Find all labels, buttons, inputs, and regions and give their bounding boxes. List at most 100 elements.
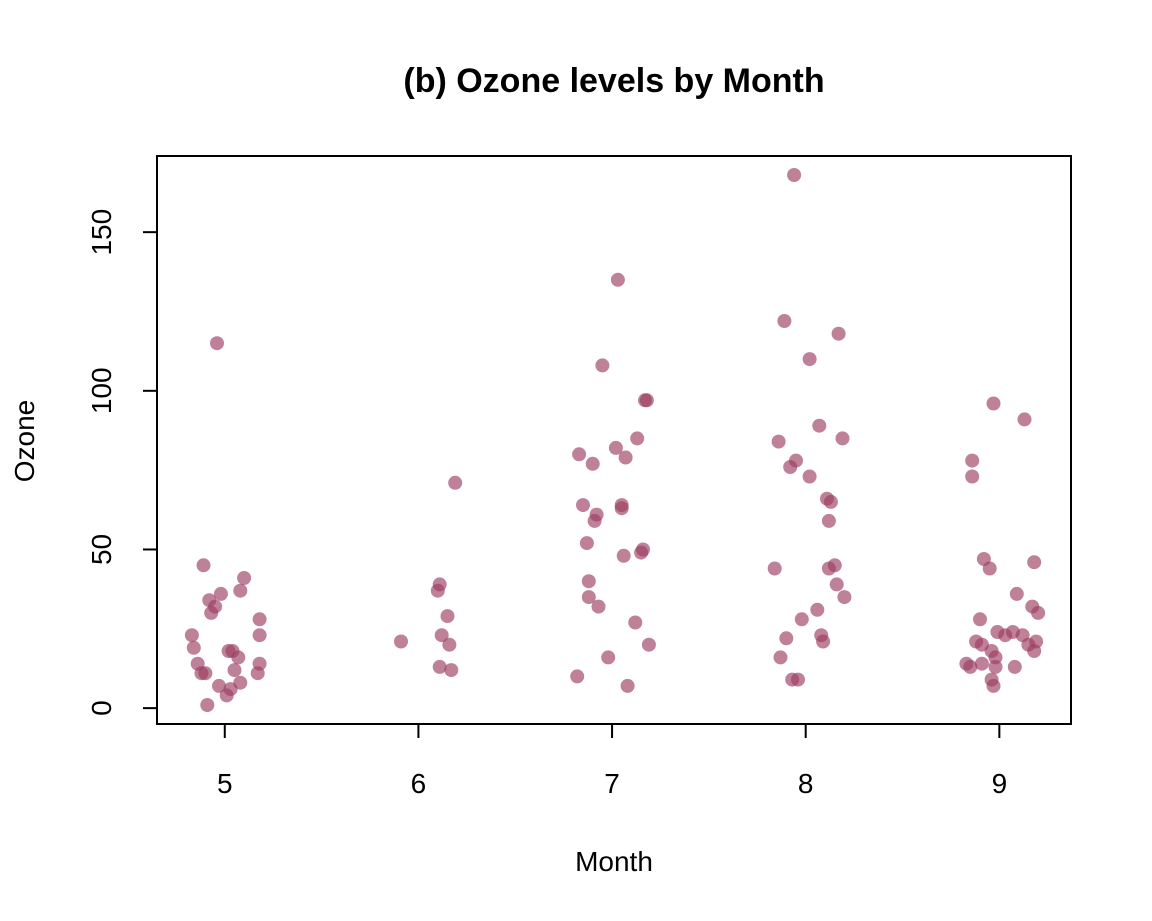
data-point (184, 628, 199, 643)
data-point (630, 431, 645, 446)
data-point (444, 663, 459, 678)
data-point (1031, 605, 1046, 620)
data-point (616, 548, 631, 563)
data-point (233, 675, 248, 690)
data-point (208, 599, 223, 614)
data-point (773, 650, 788, 665)
data-point (835, 431, 850, 446)
data-point (200, 698, 215, 712)
x-tick-label: 9 (992, 768, 1008, 799)
data-point (974, 656, 989, 671)
data-point (986, 396, 1001, 411)
data-point (779, 631, 794, 646)
data-point (394, 634, 408, 649)
x-ticks-layer: 5 6 7 8 9 (217, 724, 1007, 799)
data-point (579, 536, 594, 551)
data-point (965, 453, 980, 468)
x-tick-label: 7 (604, 768, 620, 799)
data-point (628, 615, 643, 630)
data-point (432, 577, 447, 592)
data-point (794, 612, 809, 627)
data-point (448, 475, 463, 490)
data-point (620, 678, 635, 693)
x-axis-label: Month (575, 846, 653, 877)
y-tick-label: 50 (86, 534, 117, 565)
data-point (963, 659, 978, 674)
data-point (636, 542, 650, 557)
data-point (1009, 586, 1024, 601)
data-point (589, 507, 604, 522)
data-point (1007, 659, 1022, 674)
data-point (210, 336, 224, 351)
data-point (237, 571, 252, 585)
data-point (213, 586, 228, 601)
y-tick-label: 0 (86, 700, 117, 716)
data-point (231, 650, 246, 665)
data-point (434, 628, 449, 643)
y-ticks-layer: 0 50 100 150 (86, 209, 157, 716)
data-point (1029, 634, 1044, 649)
data-point (777, 314, 792, 328)
y-tick-label: 150 (86, 209, 117, 256)
chart-title: (b) Ozone levels by Month (403, 62, 824, 100)
data-point (812, 418, 827, 433)
data-point (837, 590, 852, 605)
plot-frame (156, 155, 1072, 725)
data-point (831, 326, 846, 341)
data-point (823, 494, 838, 509)
data-point (227, 663, 242, 678)
data-point (789, 453, 803, 468)
x-tick-label: 6 (411, 768, 427, 799)
data-point (442, 637, 457, 652)
data-point (233, 583, 248, 598)
data-point (570, 669, 585, 684)
y-axis-label: Ozone (9, 400, 40, 483)
data-point (252, 628, 267, 643)
data-point (252, 656, 267, 671)
data-point (1017, 412, 1032, 427)
data-point (576, 498, 590, 513)
data-point (581, 590, 596, 605)
data-point (982, 561, 997, 576)
data-point (802, 352, 817, 367)
data-point (821, 513, 836, 528)
data-point (973, 612, 987, 627)
data-point (641, 637, 656, 652)
data-point (252, 612, 267, 627)
data-point (986, 678, 1001, 693)
data-point (572, 447, 587, 462)
data-point (988, 659, 1003, 674)
data-point (595, 358, 610, 373)
data-point (802, 469, 817, 484)
data-point (965, 469, 980, 484)
data-point (581, 574, 596, 589)
data-point (829, 577, 844, 592)
x-tick-label: 5 (217, 768, 233, 799)
data-point (618, 450, 633, 465)
y-tick-label: 100 (86, 367, 117, 414)
data-point (585, 456, 600, 471)
data-point (198, 666, 213, 681)
data-point (196, 558, 211, 573)
data-point (810, 602, 825, 617)
data-point (771, 434, 786, 449)
data-point (432, 659, 447, 674)
data-point (601, 650, 616, 665)
data-point (816, 634, 831, 649)
data-point (639, 393, 654, 408)
data-point (1027, 555, 1042, 570)
data-point (827, 558, 842, 573)
points-layer (184, 168, 1046, 712)
data-point (212, 678, 226, 693)
data-point (791, 672, 805, 687)
data-point (614, 498, 629, 513)
data-point (767, 561, 782, 576)
data-point (787, 168, 802, 182)
data-point (608, 440, 623, 455)
data-point (440, 609, 455, 624)
x-tick-label: 8 (798, 768, 814, 799)
data-point (591, 599, 606, 614)
data-point (610, 272, 625, 287)
data-point (186, 640, 201, 655)
